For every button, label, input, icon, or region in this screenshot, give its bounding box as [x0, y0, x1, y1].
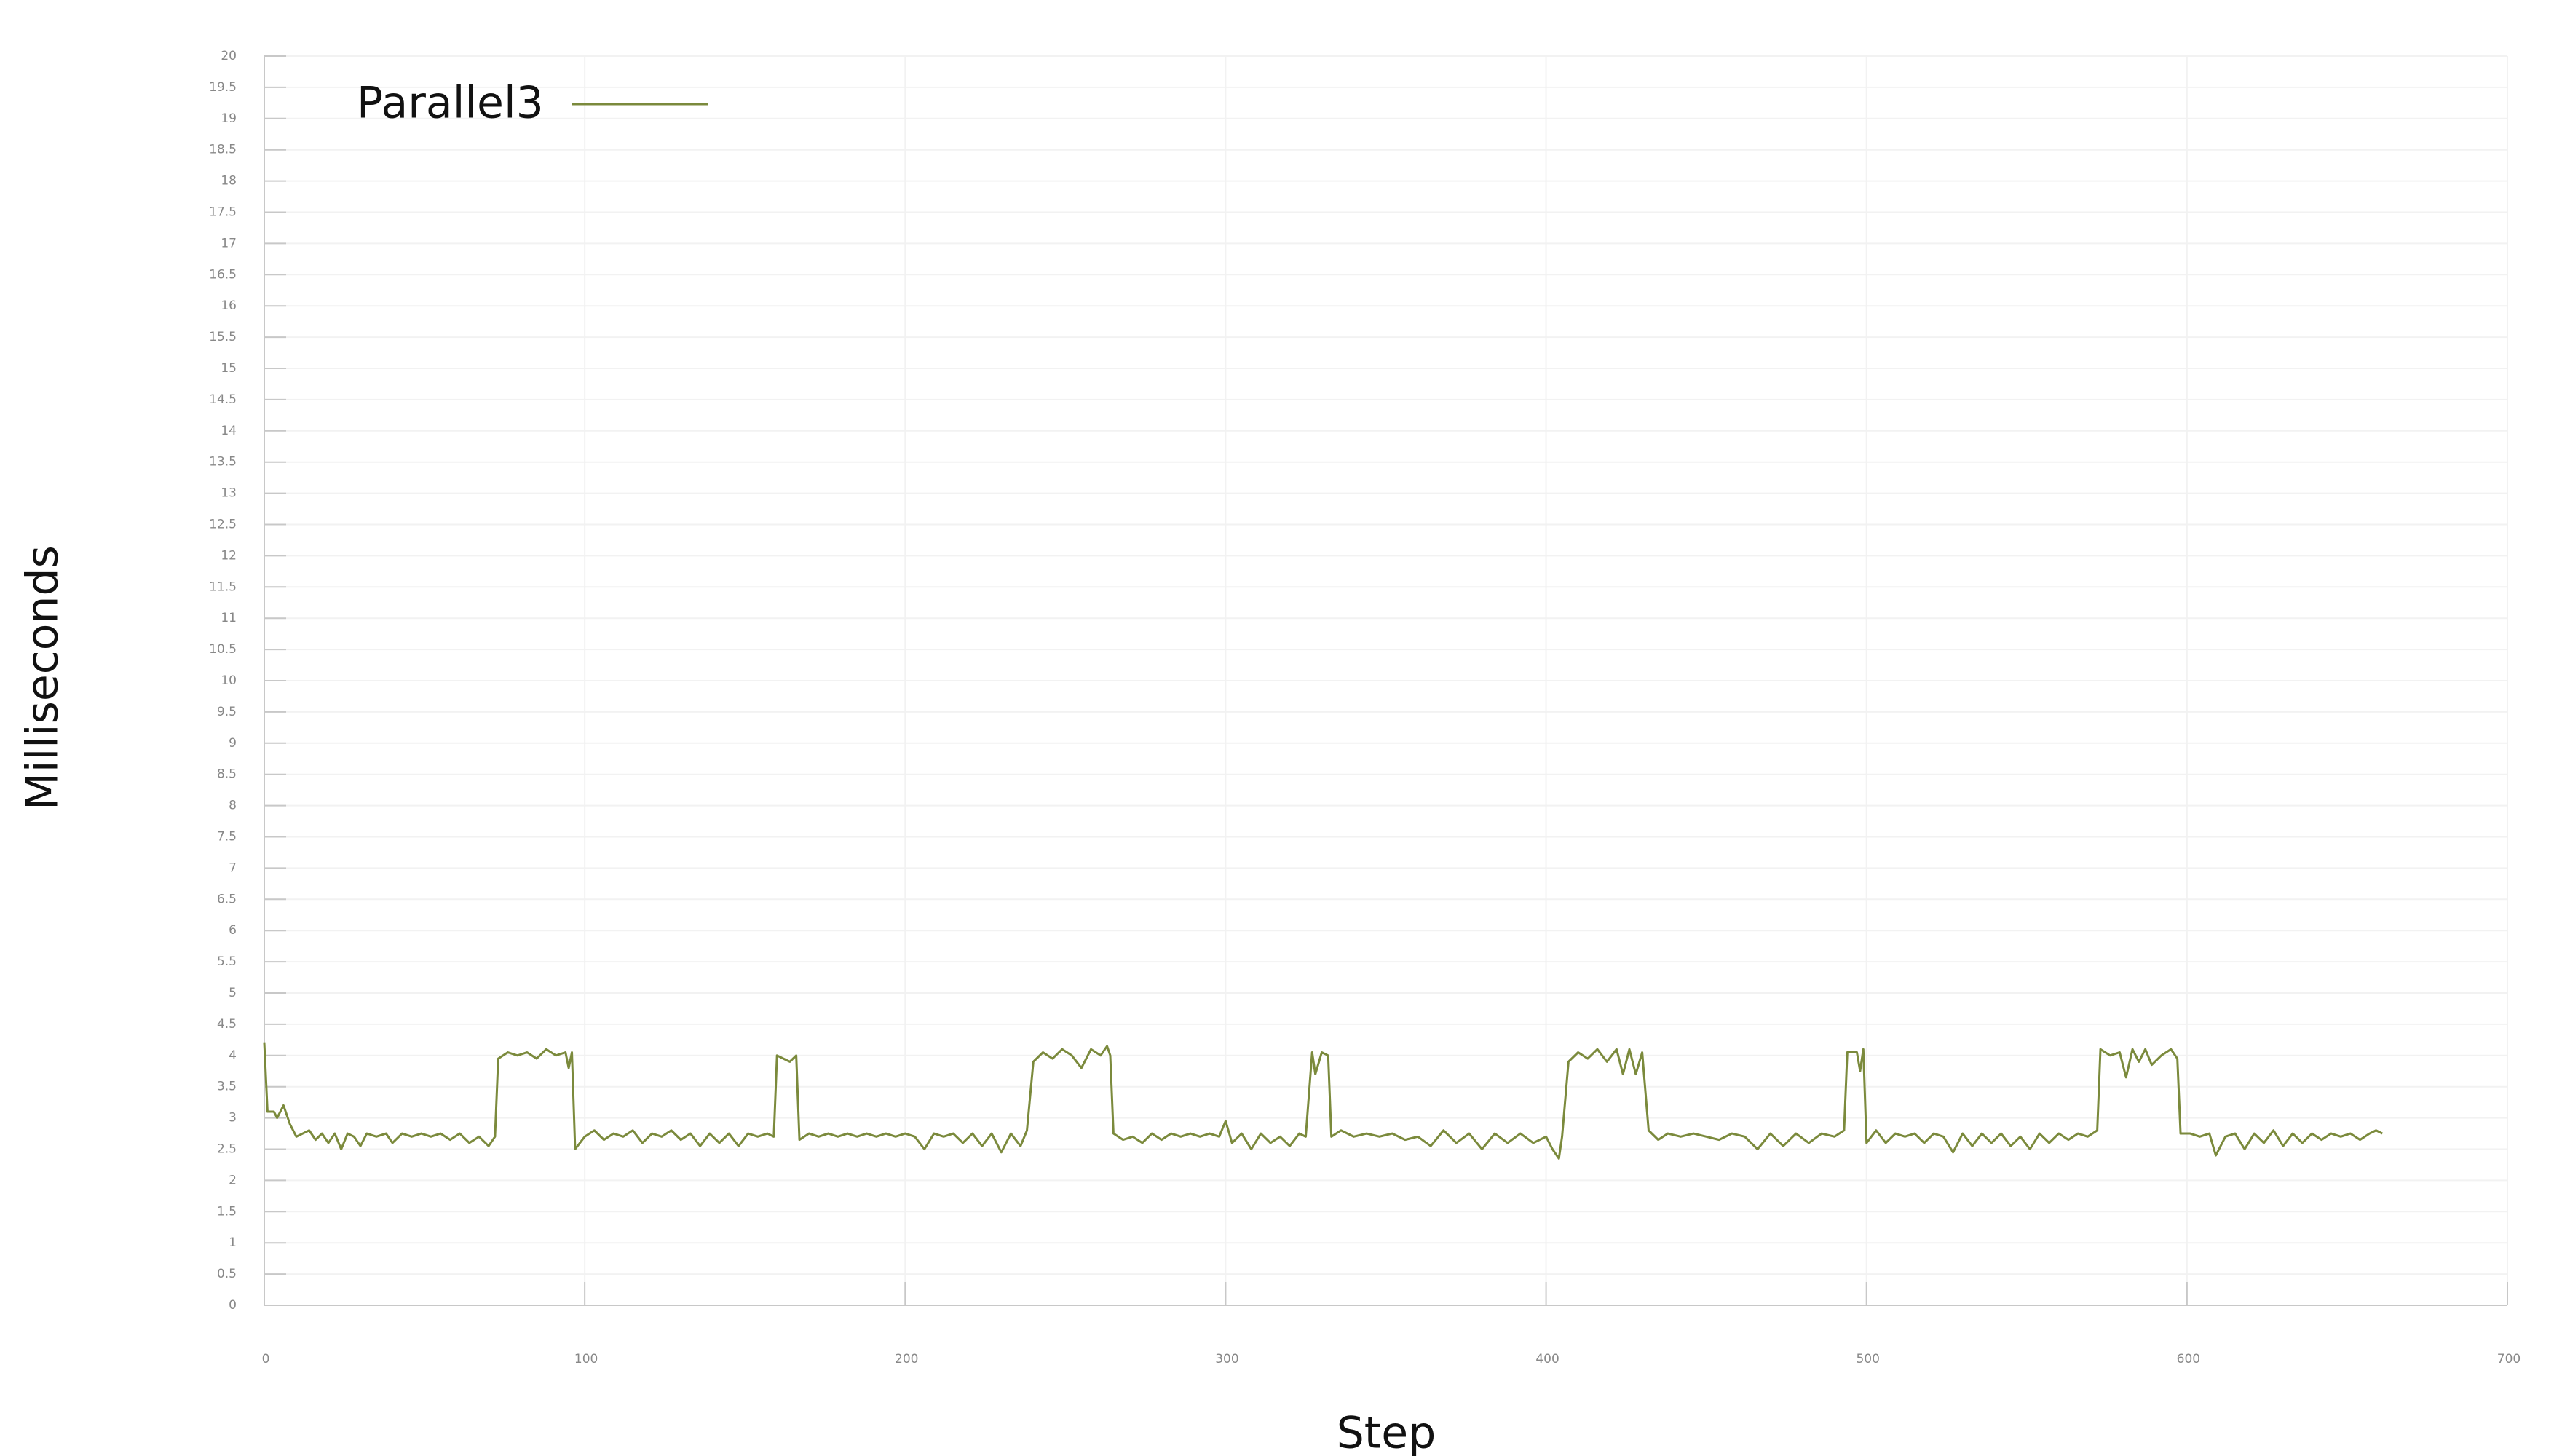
x-tick-label: 400 — [1535, 1352, 1559, 1366]
x-tick-label: 700 — [2497, 1352, 2521, 1366]
x-tick-label: 100 — [574, 1352, 598, 1366]
y-tick-label: 7 — [229, 860, 237, 875]
y-tick-label: 1.5 — [217, 1204, 237, 1219]
y-tick-label: 11 — [221, 611, 237, 625]
y-tick-label: 14.5 — [209, 392, 237, 407]
legend-label: Parallel3 — [357, 78, 544, 129]
y-tick-label: 19.5 — [209, 80, 237, 95]
y-tick-label: 2.5 — [217, 1142, 237, 1157]
y-tick-label: 16.5 — [209, 267, 237, 282]
y-tick-label: 19 — [221, 111, 237, 126]
y-tick-label: 5.5 — [217, 954, 237, 969]
y-tick-label: 2 — [229, 1173, 237, 1187]
y-tick-label: 6.5 — [217, 892, 237, 906]
series-line — [263, 1042, 2383, 1160]
y-tick-label: 10 — [221, 673, 237, 688]
y-tick-label: 9.5 — [217, 705, 237, 719]
y-tick-label: 15 — [221, 361, 237, 376]
y-tick-label: 18 — [221, 174, 237, 189]
y-axis-title: Milliseconds — [17, 545, 68, 810]
y-tick-label: 4 — [229, 1048, 237, 1063]
y-tick-label: 5 — [229, 986, 237, 1000]
y-tick-label: 1 — [229, 1235, 237, 1250]
y-tick-label: 15.5 — [209, 330, 237, 344]
y-tick-label: 13.5 — [209, 455, 237, 470]
x-tick-label: 300 — [1215, 1352, 1238, 1366]
y-tick-label: 12.5 — [209, 518, 237, 532]
y-tick-label: 11.5 — [209, 579, 237, 594]
y-tick-label: 10.5 — [209, 642, 237, 657]
y-tick-label: 18.5 — [209, 143, 237, 157]
y-tick-label: 0 — [229, 1298, 237, 1313]
y-tick-label: 16 — [221, 298, 237, 313]
x-tick-label: 0 — [262, 1352, 270, 1366]
y-tick-label: 0.5 — [217, 1267, 237, 1281]
x-tick-label: 600 — [2177, 1352, 2200, 1366]
y-tick-label: 17.5 — [209, 205, 237, 220]
y-tick-label: 8 — [229, 799, 237, 813]
y-tick-label: 3.5 — [217, 1080, 237, 1094]
y-tick-label: 12 — [221, 548, 237, 563]
y-tick-label: 8.5 — [217, 767, 237, 782]
y-tick-label: 13 — [221, 486, 237, 501]
x-axis-title: Step — [1337, 1408, 1436, 1456]
y-tick-label: 17 — [221, 236, 237, 250]
x-tick-label: 500 — [1856, 1352, 1879, 1366]
y-tick-label: 20 — [221, 49, 237, 63]
y-tick-label: 14 — [221, 424, 237, 438]
y-tick-label: 7.5 — [217, 830, 237, 844]
y-tick-label: 3 — [229, 1111, 237, 1125]
y-tick-label: 6 — [229, 923, 237, 938]
x-tick-label: 200 — [895, 1352, 918, 1366]
y-tick-label: 4.5 — [217, 1017, 237, 1032]
y-tick-label: 9 — [229, 736, 237, 751]
